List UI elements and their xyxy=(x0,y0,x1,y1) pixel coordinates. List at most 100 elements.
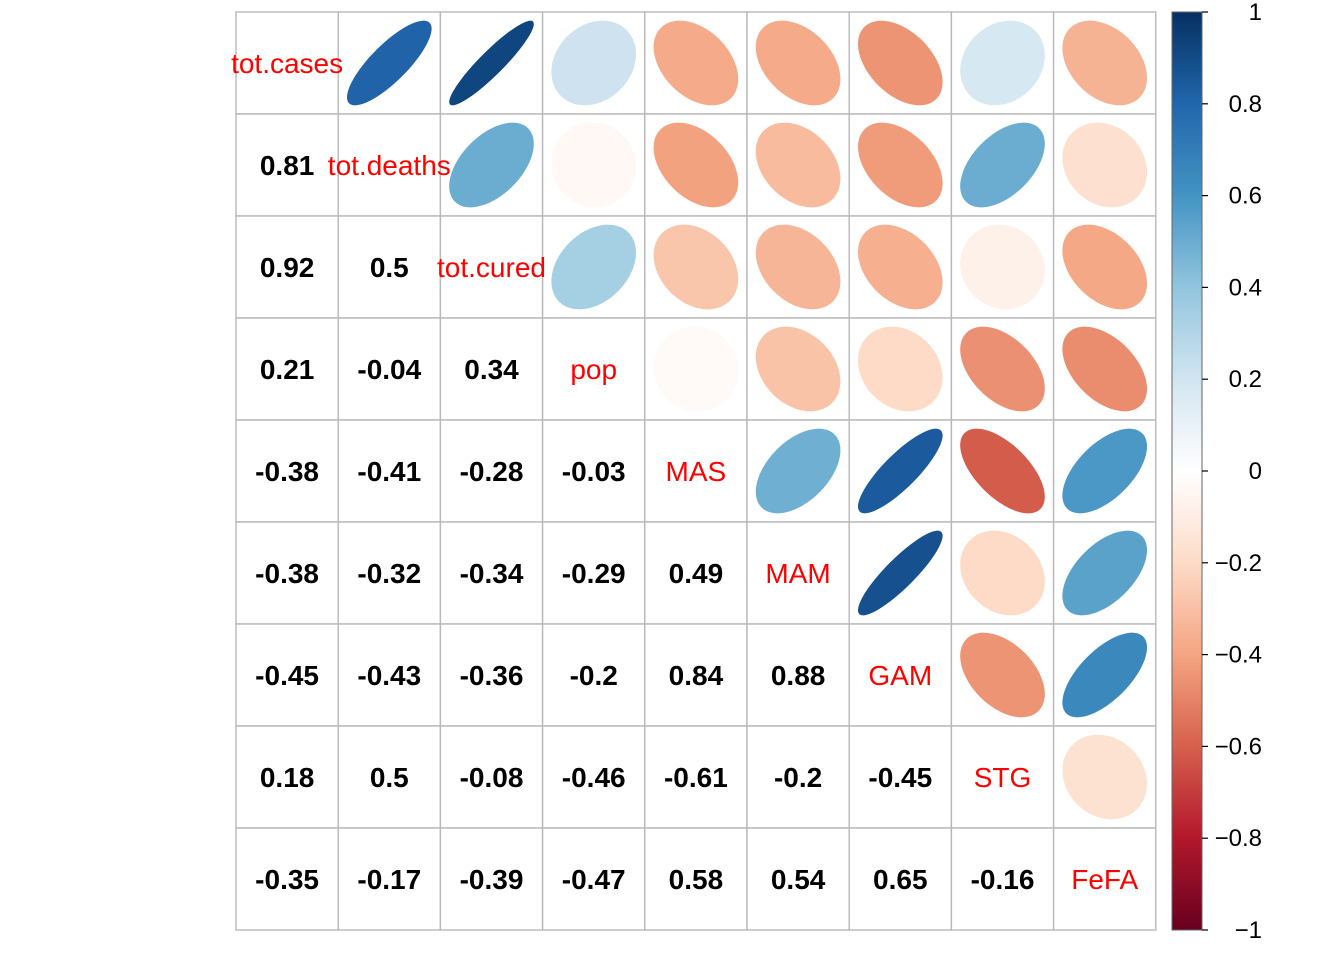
correlation-value: 0.84 xyxy=(669,660,724,691)
correlation-ellipse xyxy=(1062,632,1148,718)
correlation-ellipse xyxy=(960,428,1045,514)
correlation-ellipse xyxy=(653,122,739,208)
grid-cell xyxy=(541,521,646,625)
correlation-ellipse xyxy=(551,122,637,208)
grid-cell xyxy=(644,725,748,829)
grid-cell xyxy=(746,521,850,625)
grid-cell xyxy=(337,317,442,421)
grid-cell xyxy=(235,215,339,319)
grid-cell xyxy=(235,419,339,523)
grid-cell xyxy=(235,317,339,421)
variable-label: tot.cases xyxy=(231,48,343,79)
correlation-value: 0.34 xyxy=(464,354,519,385)
correlation-ellipse xyxy=(960,224,1045,310)
grid-cell xyxy=(439,419,544,523)
grid-cell xyxy=(541,317,646,421)
correlation-ellipse xyxy=(346,20,432,106)
correlation-ellipse xyxy=(857,20,943,106)
grid-cell xyxy=(1052,827,1157,931)
grid-cell xyxy=(439,827,544,931)
correlation-value: -0.34 xyxy=(460,558,524,589)
color-bar-tick-label: 1 xyxy=(1249,0,1262,26)
correlation-ellipse xyxy=(755,224,841,310)
correlation-value: -0.03 xyxy=(562,456,626,487)
variable-label: MAS xyxy=(666,456,727,487)
correlation-value: -0.45 xyxy=(868,762,932,793)
correlation-ellipse xyxy=(1062,224,1148,310)
correlation-ellipse xyxy=(960,530,1045,616)
grid-cell xyxy=(848,725,953,829)
correlation-value: 0.49 xyxy=(669,558,724,589)
correlation-value: -0.38 xyxy=(255,558,319,589)
correlation-value: 0.18 xyxy=(260,762,315,793)
grid-cell xyxy=(337,419,442,523)
grid-cell xyxy=(235,521,339,625)
correlation-value: -0.61 xyxy=(664,762,728,793)
grid-cell xyxy=(541,725,646,829)
correlation-value: -0.2 xyxy=(570,660,618,691)
correlation-value: 0.81 xyxy=(260,150,315,181)
correlation-value: -0.16 xyxy=(971,864,1035,895)
correlation-value: -0.35 xyxy=(255,864,319,895)
correlation-ellipse xyxy=(653,224,739,310)
correlation-value: -0.28 xyxy=(460,456,524,487)
correlation-value: -0.41 xyxy=(357,456,421,487)
correlation-value: 0.5 xyxy=(370,252,409,283)
correlation-value: -0.36 xyxy=(460,660,524,691)
correlation-value: -0.46 xyxy=(562,762,626,793)
correlation-ellipse xyxy=(755,428,841,514)
correlation-ellipse xyxy=(857,326,943,412)
correlation-ellipse xyxy=(1062,122,1148,208)
variable-label: STG xyxy=(974,762,1032,793)
color-bar-tick-label: 0.2 xyxy=(1229,366,1262,393)
grid-cell xyxy=(848,827,953,931)
variable-label: MAM xyxy=(765,558,830,589)
correlation-ellipse xyxy=(857,530,943,616)
variable-label: GAM xyxy=(868,660,932,691)
color-legend: 1 0.8 0.6 0.4 0.2 0 −0.2 −0.4 −0.6 −0.8 −1 xyxy=(1171,0,1262,944)
correlation-value: 0.92 xyxy=(260,252,315,283)
color-bar-tick-label: 0.8 xyxy=(1229,91,1262,118)
color-bar-tick-label: 0.6 xyxy=(1229,183,1262,210)
correlation-value: -0.47 xyxy=(562,864,626,895)
color-bar-tick-label: 0.4 xyxy=(1229,274,1262,301)
correlation-value: 0.88 xyxy=(771,660,826,691)
correlation-value: 0.65 xyxy=(873,864,928,895)
correlation-ellipse xyxy=(960,632,1045,718)
variable-label: pop xyxy=(570,354,617,385)
correlation-ellipse xyxy=(857,122,943,208)
color-bar-tick-label: −1 xyxy=(1235,917,1262,944)
grid-cell xyxy=(644,827,748,931)
correlation-ellipse xyxy=(1062,530,1148,616)
grid-cell xyxy=(235,827,339,931)
correlation-value: -0.45 xyxy=(255,660,319,691)
correlation-value: -0.32 xyxy=(357,558,421,589)
correlation-ellipse xyxy=(653,326,739,412)
grid-cell xyxy=(541,419,646,523)
correlation-value: -0.2 xyxy=(774,762,822,793)
correlation-value: -0.29 xyxy=(562,558,626,589)
correlation-ellipse xyxy=(1062,734,1148,820)
color-bar-tick-label: −0.6 xyxy=(1215,733,1262,760)
grid-cell xyxy=(235,11,339,115)
correlation-value: -0.39 xyxy=(460,864,524,895)
grid-cell xyxy=(337,827,442,931)
correlation-value: -0.17 xyxy=(357,864,421,895)
grid-cell xyxy=(644,623,748,727)
grid-cell xyxy=(439,521,544,625)
correlation-value: -0.38 xyxy=(255,456,319,487)
grid-cell xyxy=(337,623,442,727)
correlation-ellipse xyxy=(653,20,739,106)
correlation-ellipse xyxy=(755,20,841,106)
correlation-ellipse xyxy=(551,224,637,310)
grid-cell xyxy=(439,725,544,829)
color-bar-tick-label: 0 xyxy=(1249,458,1262,485)
grid-cell xyxy=(541,827,646,931)
correlation-ellipse xyxy=(857,224,943,310)
grid-cell xyxy=(337,215,442,319)
correlation-value: -0.04 xyxy=(357,354,421,385)
color-bar-tick-label: −0.4 xyxy=(1215,642,1262,669)
grid-cell xyxy=(746,725,850,829)
color-bar-tick-label: −0.8 xyxy=(1215,825,1262,852)
correlation-ellipse xyxy=(960,20,1045,106)
